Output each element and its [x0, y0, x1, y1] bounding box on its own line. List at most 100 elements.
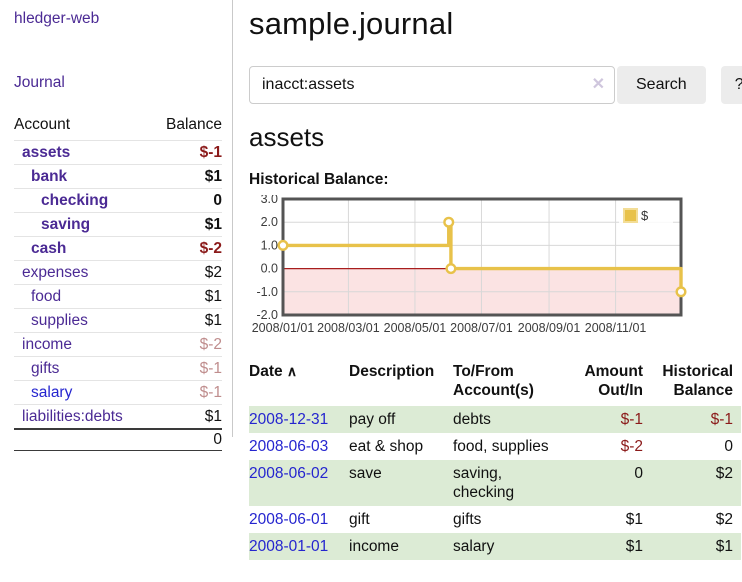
account-balance: $-2	[199, 335, 222, 353]
account-link-assets[interactable]: assets	[22, 143, 71, 161]
account-row: assets $-1	[14, 140, 222, 164]
account-row: saving $1	[14, 212, 222, 236]
account-link-saving[interactable]: saving	[41, 215, 91, 233]
accounts-header: Account Balance	[14, 114, 222, 140]
account-balance: 0	[213, 191, 222, 209]
account-balance: $-1	[199, 143, 222, 161]
account-row: salary $-1	[14, 380, 222, 404]
account-row: bank $1	[14, 164, 222, 188]
transaction-accounts: salary	[453, 538, 495, 555]
account-link-cash[interactable]: cash	[31, 239, 67, 257]
svg-text:2008/01/01: 2008/01/01	[252, 321, 315, 335]
chart-section: Historical Balance: $3.0 2.0 1.0 0.0 -1.0 -2.…	[249, 171, 742, 345]
account-link-food[interactable]: food	[31, 287, 62, 305]
account-balance: $-2	[199, 239, 222, 257]
transaction-date-link[interactable]: 2008-06-02	[249, 465, 329, 482]
transaction-amount: $-2	[620, 438, 643, 455]
sort-asc-icon: ∧	[286, 363, 298, 379]
svg-text:1.0: 1.0	[261, 238, 278, 252]
accounts-header-account: Account	[14, 116, 71, 133]
transaction-balance: $2	[715, 465, 733, 482]
transaction-row[interactable]: 2008-01-01 income salary $1 $1	[249, 533, 741, 560]
account-link-supplies[interactable]: supplies	[31, 311, 88, 329]
account-row: food $1	[14, 284, 222, 308]
brand-link[interactable]: hledger-web	[14, 10, 100, 27]
account-link-salary[interactable]: salary	[31, 383, 73, 401]
account-link-liabilities-debts[interactable]: liabilities:debts	[22, 407, 123, 425]
account-balance: $1	[204, 287, 222, 305]
svg-text:2008/09/01: 2008/09/01	[518, 321, 581, 335]
accounts-header-balance: Balance	[165, 116, 222, 133]
transaction-description: save	[349, 465, 382, 482]
svg-text:-1.0: -1.0	[256, 285, 278, 299]
search-input[interactable]	[249, 66, 615, 104]
svg-text:2008/03/01: 2008/03/01	[317, 321, 380, 335]
account-balance: $-1	[199, 359, 222, 377]
transaction-date-link[interactable]: 2008-01-01	[249, 538, 329, 555]
account-row: checking 0	[14, 188, 222, 212]
account-balance: $1	[204, 167, 222, 185]
register-table: Date ∧ Description To/From Account(s) Am…	[249, 357, 741, 560]
transaction-balance: $-1	[710, 411, 733, 428]
date-header-label: Date	[249, 363, 283, 380]
transaction-amount: 0	[634, 465, 643, 482]
search-button[interactable]: Search	[617, 66, 706, 104]
transaction-description: income	[349, 538, 399, 555]
page-title: sample.journal	[249, 6, 454, 41]
transaction-amount: $1	[625, 511, 643, 528]
chart-label: Historical Balance:	[249, 171, 389, 188]
transaction-balance: $1	[715, 538, 733, 555]
clear-search-icon[interactable]: ✕	[591, 76, 605, 93]
help-button[interactable]: ?	[720, 66, 742, 104]
column-header-description[interactable]: Description	[349, 363, 435, 380]
search-form: ✕ Search ?	[249, 66, 742, 104]
accounts-total-value: 0	[213, 431, 222, 448]
account-link-bank[interactable]: bank	[31, 167, 68, 185]
account-link-checking[interactable]: checking	[41, 191, 109, 209]
svg-text:0.0: 0.0	[261, 262, 278, 276]
transaction-amount: $-1	[620, 411, 643, 428]
column-header-accounts[interactable]: To/From Account(s)	[453, 363, 534, 399]
account-link-expenses[interactable]: expenses	[22, 263, 89, 281]
column-header-date[interactable]: Date ∧	[249, 357, 349, 406]
register-header-row: Date ∧ Description To/From Account(s) Am…	[249, 357, 741, 406]
transaction-date-link[interactable]: 2008-06-03	[249, 438, 329, 455]
app-layout: hledger-web Journal Account Balance asse…	[0, 0, 742, 560]
account-row: cash $-2	[14, 236, 222, 260]
transaction-description: gift	[349, 511, 370, 528]
transaction-row[interactable]: 2008-06-03 eat & shop food, supplies $-2…	[249, 433, 741, 460]
transaction-row[interactable]: 2008-06-01 gift gifts $1 $2	[249, 506, 741, 533]
transaction-accounts: saving, checking	[453, 465, 515, 501]
transaction-balance: 0	[724, 438, 733, 455]
account-balance: $-1	[199, 383, 222, 401]
svg-text:3.0: 3.0	[261, 195, 278, 206]
transaction-date-link[interactable]: 2008-12-31	[249, 411, 329, 428]
transaction-row[interactable]: 2008-12-31 pay off debts $-1 $-1	[249, 406, 741, 433]
svg-text:2008/11/01: 2008/11/01	[585, 321, 647, 335]
column-header-amount[interactable]: Amount Out/In	[584, 363, 643, 399]
account-balance: $1	[204, 407, 222, 425]
sidebar-nav: Journal	[14, 74, 222, 92]
column-header-balance[interactable]: Historical Balance	[662, 363, 733, 399]
account-page-title: assets	[249, 122, 325, 152]
sidebar: hledger-web Journal Account Balance asse…	[0, 0, 233, 451]
svg-text:2008/07/01: 2008/07/01	[450, 321, 513, 335]
sidebar-item-journal[interactable]: Journal	[14, 74, 65, 91]
account-row: expenses $2	[14, 260, 222, 284]
account-link-gifts[interactable]: gifts	[31, 359, 60, 377]
svg-text:$: $	[641, 208, 649, 223]
account-link-income[interactable]: income	[22, 335, 72, 353]
account-balance: $1	[204, 311, 222, 329]
account-balance: $1	[204, 215, 222, 233]
transaction-description: eat & shop	[349, 438, 424, 455]
transaction-accounts: gifts	[453, 511, 482, 528]
transaction-amount: $1	[625, 538, 643, 555]
transaction-row[interactable]: 2008-06-02 save saving, checking 0 $2	[249, 460, 741, 506]
account-row: gifts $-1	[14, 356, 222, 380]
accounts-panel: Account Balance assets $-1 bank $1 check…	[14, 114, 222, 451]
transaction-date-link[interactable]: 2008-06-01	[249, 511, 329, 528]
svg-text:2.0: 2.0	[261, 215, 278, 229]
svg-text:-2.0: -2.0	[256, 308, 278, 322]
transaction-balance: $2	[715, 511, 733, 528]
